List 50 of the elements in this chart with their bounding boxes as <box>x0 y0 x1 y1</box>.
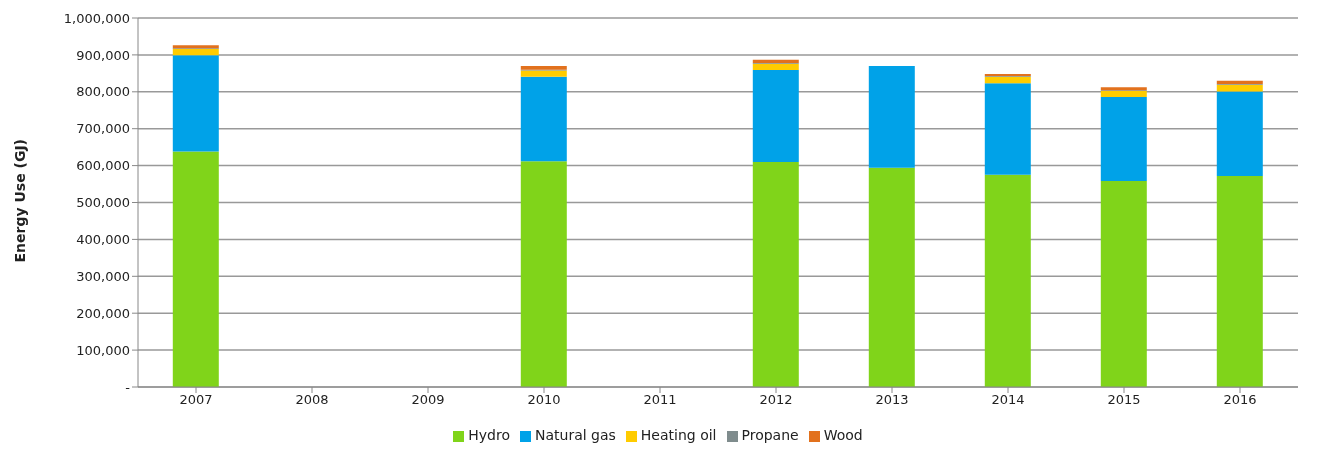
y-tick-label: - <box>125 379 131 395</box>
bar <box>520 161 567 387</box>
bar <box>868 65 915 168</box>
y-tick-label: 900,000 <box>76 47 130 63</box>
legend-label: Hydro <box>468 427 510 443</box>
x-tick-label: 2008 <box>295 392 329 408</box>
bar <box>1216 175 1263 387</box>
bar <box>1216 84 1263 92</box>
bar <box>172 49 219 56</box>
legend-label: Propane <box>741 427 799 443</box>
bar <box>1100 181 1147 387</box>
y-tick-label: 100,000 <box>76 342 130 358</box>
bar <box>520 70 567 77</box>
bar <box>172 55 219 152</box>
bar <box>520 65 567 70</box>
legend-label: Wood <box>823 427 863 443</box>
bar <box>1100 96 1147 182</box>
x-tick-label: 2010 <box>527 392 561 408</box>
y-tick-label: 300,000 <box>76 268 130 284</box>
bar <box>1216 80 1263 85</box>
bar <box>172 151 219 387</box>
bar <box>984 174 1031 387</box>
x-tick-label: 2007 <box>179 392 213 408</box>
bar <box>752 70 799 162</box>
bar <box>1216 91 1263 176</box>
bar <box>752 63 799 71</box>
y-tick-label: 400,000 <box>76 232 130 248</box>
bar <box>752 161 799 387</box>
bar <box>520 76 567 162</box>
y-tick-label: 500,000 <box>76 195 130 211</box>
y-tick-label: 600,000 <box>76 158 130 174</box>
x-tick-label: 2012 <box>759 392 793 408</box>
x-tick-label: 2009 <box>411 392 445 408</box>
x-tick-label: 2011 <box>643 392 677 408</box>
bar <box>984 83 1031 175</box>
legend-label: Heating oil <box>640 427 717 443</box>
bar <box>1100 91 1147 97</box>
y-tick-label: 1,000,000 <box>63 10 130 26</box>
x-tick-label: 2016 <box>1223 392 1257 408</box>
x-tick-label: 2014 <box>991 392 1025 408</box>
y-tick-label: 800,000 <box>76 84 130 100</box>
bar <box>752 59 799 64</box>
x-tick-label: 2013 <box>875 392 909 408</box>
bar <box>984 76 1031 84</box>
legend-label: Natural gas <box>534 427 616 443</box>
x-tick-label: 2015 <box>1107 392 1141 408</box>
bar <box>868 167 915 387</box>
y-tick-label: 200,000 <box>76 305 130 321</box>
y-axis-title: Energy Use (GJ) <box>11 138 28 263</box>
y-tick-label: 700,000 <box>76 121 130 137</box>
